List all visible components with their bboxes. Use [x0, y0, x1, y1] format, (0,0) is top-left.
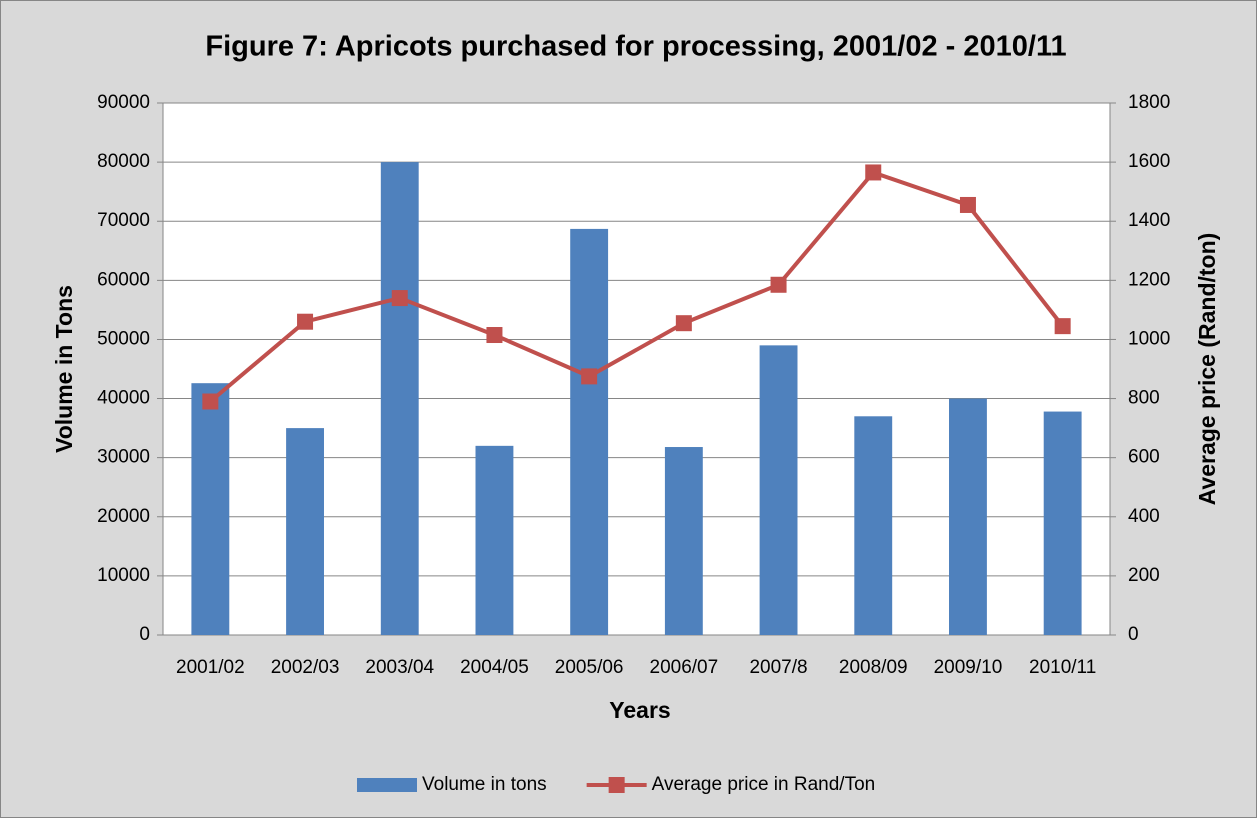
bar [949, 398, 987, 635]
line-marker [675, 315, 692, 332]
y-tick-label: 70000 [97, 210, 150, 231]
x-tick-label: 2002/03 [271, 657, 340, 678]
line-marker [581, 368, 598, 385]
x-axis-title: Years [609, 697, 670, 723]
y-tick-label: 20000 [97, 506, 150, 527]
bar [570, 228, 609, 635]
y2-tick-label: 1400 [1128, 210, 1170, 231]
x-tick-label: 2003/04 [365, 657, 434, 678]
y-tick-label: 60000 [97, 269, 150, 290]
y2-tick-label: 1800 [1128, 92, 1170, 113]
x-tick-label: 2007/8 [749, 657, 807, 678]
y2-tick-label: 600 [1128, 447, 1160, 468]
legend-label: Average price in Rand/Ton [652, 774, 876, 795]
y2-tick-label: 1000 [1128, 328, 1170, 349]
chart-title: Figure 7: Apricots purchased for process… [205, 31, 1066, 63]
legend-marker [608, 777, 625, 793]
line-marker [1054, 318, 1071, 335]
y-tick-label: 0 [139, 624, 150, 645]
y-axis-title: Volume in Tons [51, 285, 77, 453]
bar [191, 383, 230, 635]
line-marker [959, 196, 976, 213]
line-marker [770, 276, 787, 293]
line-marker [865, 164, 882, 181]
y-tick-label: 30000 [97, 447, 150, 468]
x-tick-label: 2005/06 [555, 657, 624, 678]
legend-swatch [357, 778, 417, 792]
y-tick-label: 40000 [97, 388, 150, 409]
bar [380, 162, 419, 635]
y-tick-label: 80000 [97, 151, 150, 172]
y2-tick-label: 800 [1128, 388, 1160, 409]
line-marker [486, 327, 503, 344]
x-tick-label: 2008/09 [839, 657, 908, 678]
bar [1043, 411, 1082, 635]
x-tick-label: 2001/02 [176, 657, 245, 678]
bar [475, 445, 514, 635]
y2-tick-label: 200 [1128, 565, 1160, 586]
line-marker [297, 313, 314, 330]
bar [286, 428, 324, 635]
bar [664, 447, 703, 635]
y2-tick-label: 0 [1128, 624, 1139, 645]
y-tick-label: 10000 [97, 565, 150, 586]
y2-tick-label: 1600 [1128, 151, 1170, 172]
x-tick-label: 2006/07 [650, 657, 719, 678]
bar [854, 416, 893, 635]
line [209, 170, 1065, 404]
bar [759, 345, 798, 635]
y2-tick-label: 400 [1128, 506, 1160, 527]
y2-axis-title: Average price (Rand/ton) [1194, 233, 1220, 506]
line-marker [202, 393, 219, 410]
y-tick-label: 50000 [97, 328, 150, 349]
y2-tick-label: 1200 [1128, 269, 1170, 290]
x-tick-label: 2010/11 [1029, 657, 1096, 678]
legend-label: Volume in tons [422, 774, 547, 795]
y-tick-label: 90000 [97, 92, 150, 113]
x-tick-label: 2009/10 [934, 657, 1003, 678]
line-marker [391, 290, 408, 307]
x-tick-label: 2004/05 [460, 657, 529, 678]
